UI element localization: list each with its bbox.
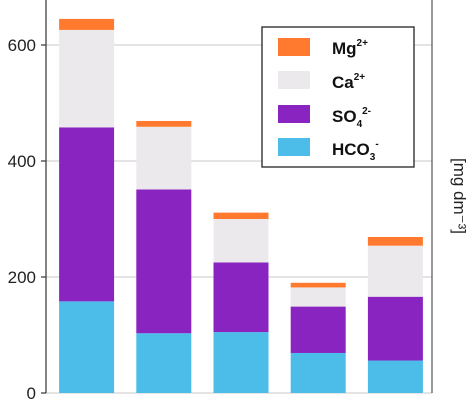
legend-swatch-hco3 [278, 138, 310, 156]
bar-1-ca [59, 29, 115, 128]
bar-2-hco3 [136, 333, 192, 393]
legend-swatch-so4 [278, 105, 310, 123]
bar-2-so4 [136, 189, 192, 334]
bar-4-ca [290, 287, 346, 307]
y-axis-label: [mg dm⁻³] [450, 158, 469, 234]
y-tick-label-0: 0 [27, 384, 36, 403]
bar-4-mg [290, 282, 346, 288]
legend-label-ca: Ca2+ [332, 72, 365, 92]
legend-swatch-ca [278, 71, 310, 89]
bar-3-hco3 [213, 332, 269, 393]
bar-3-ca [213, 219, 269, 263]
y-axis: 0 200 400 600 [8, 0, 433, 403]
bar-5-so4 [367, 296, 423, 361]
legend-label-hco3: HCO3- [332, 139, 379, 163]
bar-5-ca [367, 245, 423, 297]
legend-label-mg: Mg2+ [332, 38, 368, 58]
y-tick-label-400: 400 [8, 152, 36, 171]
bar-4-so4 [290, 306, 346, 353]
bar-3-mg [213, 212, 269, 219]
bar-1-so4 [59, 127, 115, 302]
bar-5-mg [367, 236, 423, 246]
bar-1-hco3 [59, 301, 115, 393]
y-tick-label-600: 600 [8, 36, 36, 55]
bar-4-hco3 [290, 352, 346, 393]
bars [59, 18, 423, 393]
bar-3-so4 [213, 262, 269, 333]
legend: Mg2+ Ca2+ SO42- HCO3- [261, 26, 415, 168]
y-tick-label-200: 200 [8, 268, 36, 287]
bar-2-mg [136, 120, 192, 127]
bar-5-hco3 [367, 360, 423, 393]
legend-label-so4: SO42- [332, 106, 371, 130]
bar-1-mg [59, 18, 115, 30]
bar-2-ca [136, 126, 192, 190]
legend-swatch-mg [278, 38, 310, 56]
